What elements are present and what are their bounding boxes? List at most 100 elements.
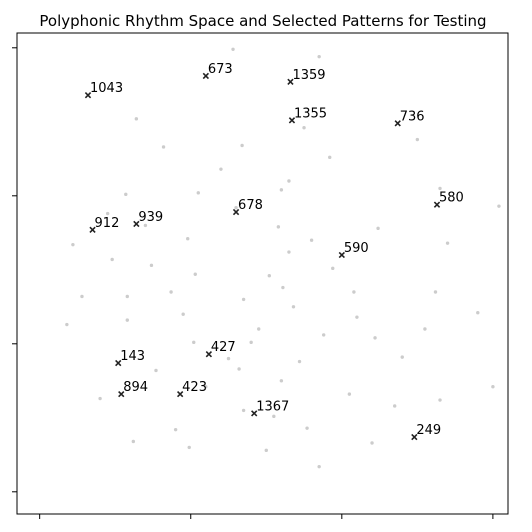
background-point [226,356,231,361]
background-point [181,312,185,316]
background-point [328,155,332,160]
background-point [249,340,253,345]
selected-marker [205,350,213,358]
background-point [438,186,442,191]
background-point [131,439,136,444]
background-point [423,327,427,331]
background-point [305,426,309,430]
background-point [65,322,69,327]
selected-point-label: 1359 [292,68,325,83]
selected-marker [84,91,92,99]
background-point [287,250,291,254]
selected-point-580: 580 [433,191,464,208]
axis-ticks [12,47,494,519]
background-point [309,238,314,242]
background-point [110,257,114,262]
selected-point-label: 1043 [90,81,123,96]
selected-point-label: 143 [120,349,145,364]
background-point [317,54,321,59]
background-point [187,445,191,450]
background-point [149,263,154,268]
background-point [352,290,356,294]
background-point [279,188,284,192]
selected-point-label: 590 [344,241,369,256]
selected-marker [133,220,140,228]
background-point [186,237,190,241]
background-point [264,448,268,453]
chart-title: Polyphonic Rhythm Space and Selected Pat… [39,12,486,30]
background-point [143,223,148,228]
background-point [376,226,380,231]
selected-point-678: 678 [232,198,263,216]
selected-marker [89,226,96,234]
background-point [347,392,352,396]
background-point [355,315,359,319]
background-point [241,408,246,413]
selected-marker [118,390,125,398]
background-points [65,47,501,469]
background-point [125,294,129,299]
background-point [71,242,75,247]
background-point [279,379,284,383]
selected-point-894: 894 [118,380,148,398]
selected-points: 1043 673 1359 1355 736 580 678 939 912 590 427 143 8… [84,62,464,441]
background-point [192,340,196,345]
background-point [302,126,306,130]
background-point [204,385,208,389]
selected-marker [202,72,210,80]
background-point [196,191,200,195]
selected-point-label: 894 [123,380,148,395]
background-point [219,167,223,171]
background-point [291,305,296,309]
selected-marker [115,359,122,367]
background-point [257,327,261,331]
background-point [124,192,128,197]
selected-point-label: 427 [211,340,236,355]
selected-marker [433,201,441,208]
selected-point-673: 673 [202,62,233,80]
background-point [154,368,158,373]
selected-point-143: 143 [115,349,145,367]
selected-point-label: 249 [416,423,441,438]
selected-point-label: 580 [439,191,464,206]
selected-point-label: 678 [238,198,263,213]
selected-marker [251,410,258,417]
background-point [272,414,276,419]
selected-point-label: 423 [182,380,207,395]
background-point [125,318,129,322]
selected-point-1043: 1043 [84,81,123,99]
selected-marker [287,78,294,86]
background-point [373,336,377,340]
background-point [445,241,450,245]
background-point [317,464,321,469]
selected-point-label: 939 [138,210,163,225]
selected-point-label: 1355 [294,106,327,121]
background-point [134,117,139,121]
background-point [173,427,178,432]
background-point [297,359,302,364]
background-point [169,290,173,294]
selected-marker [232,208,240,216]
selected-marker [411,433,418,441]
background-point [392,404,397,408]
background-point [237,367,241,371]
background-point [321,333,326,337]
background-point [433,290,438,294]
background-point [80,294,84,299]
selected-point-1359: 1359 [287,68,326,86]
background-point [370,441,374,445]
selected-point-label: 673 [208,62,233,77]
selected-point-427: 427 [205,340,236,358]
selected-point-249: 249 [411,423,441,441]
background-point [497,204,501,208]
background-point [193,272,197,276]
background-point [331,266,335,271]
plot-frame [16,32,509,515]
background-point [281,285,285,290]
selected-point-736: 736 [394,109,425,127]
selected-marker [338,251,345,259]
background-point [234,205,238,210]
background-point [276,225,281,229]
selected-point-label: 736 [400,109,425,124]
